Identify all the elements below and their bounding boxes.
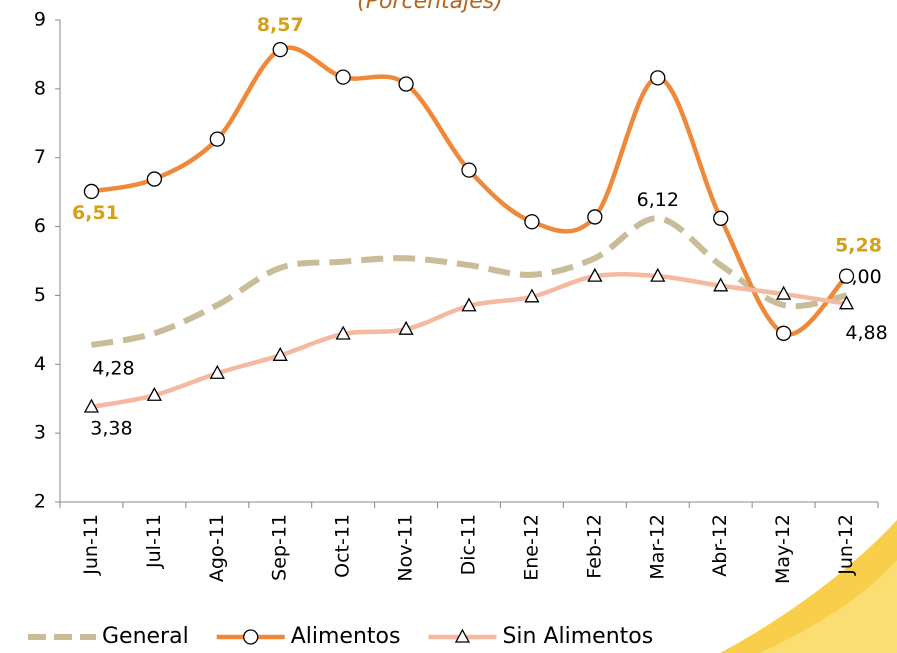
series-line bbox=[91, 45, 849, 337]
data-label: 3,38 bbox=[90, 417, 132, 439]
y-tick-label: 6 bbox=[34, 215, 46, 237]
x-tick-label: Mar-12 bbox=[646, 514, 668, 580]
y-tick-label: 9 bbox=[34, 9, 46, 31]
legend-label: Sin Alimentos bbox=[502, 624, 653, 649]
point bbox=[587, 209, 603, 225]
point bbox=[461, 162, 477, 178]
point bbox=[209, 364, 225, 379]
point bbox=[524, 214, 540, 230]
point bbox=[335, 69, 351, 85]
x-tick-label: Jul-11 bbox=[143, 514, 165, 569]
x-tick-label: May-12 bbox=[772, 514, 794, 584]
x-tick-label: Oct-11 bbox=[332, 514, 354, 578]
x-tick-label: Ago-11 bbox=[206, 514, 228, 582]
y-tick-label: 5 bbox=[34, 284, 46, 306]
point bbox=[398, 76, 414, 92]
point bbox=[146, 386, 162, 401]
point bbox=[243, 629, 259, 645]
y-tick-label: 2 bbox=[34, 491, 46, 513]
legend-label: Alimentos bbox=[291, 624, 401, 649]
point bbox=[587, 267, 603, 282]
x-tick-label: Sep-11 bbox=[269, 514, 291, 581]
data-label: 6,12 bbox=[637, 189, 679, 211]
point bbox=[838, 295, 855, 310]
y-tick-label: 7 bbox=[34, 146, 46, 168]
point bbox=[650, 70, 666, 86]
point bbox=[713, 277, 729, 292]
point bbox=[838, 268, 855, 284]
point bbox=[775, 325, 792, 341]
x-tick-label: Dic-11 bbox=[458, 514, 480, 575]
series-line bbox=[90, 215, 848, 348]
decor-swoosh bbox=[760, 560, 897, 653]
data-label: 5,28 bbox=[835, 235, 882, 257]
data-label: 4,88 bbox=[845, 322, 887, 344]
legend-label: General bbox=[102, 624, 189, 649]
point bbox=[83, 183, 100, 200]
data-label: 6,51 bbox=[72, 202, 119, 224]
point bbox=[83, 398, 100, 413]
point bbox=[272, 346, 288, 361]
point bbox=[713, 210, 729, 226]
data-label: 8,57 bbox=[257, 14, 304, 36]
y-tick-label: 3 bbox=[34, 422, 46, 444]
x-tick-label: Jun-12 bbox=[835, 514, 857, 576]
x-tick-label: Jun-11 bbox=[80, 514, 102, 576]
series-line bbox=[91, 271, 847, 410]
point bbox=[146, 171, 163, 187]
x-tick-label: Ene-12 bbox=[520, 514, 542, 581]
x-tick-label: Feb-12 bbox=[583, 514, 605, 579]
point bbox=[209, 131, 225, 147]
point bbox=[398, 320, 414, 335]
point bbox=[776, 285, 792, 300]
y-tick-label: 4 bbox=[34, 353, 46, 375]
chart-subtitle: (Porcentajes) bbox=[357, 0, 503, 14]
point bbox=[461, 297, 477, 312]
point bbox=[335, 325, 351, 340]
data-label: 4,28 bbox=[92, 358, 134, 380]
y-tick-label: 8 bbox=[34, 77, 46, 99]
point bbox=[454, 628, 471, 643]
point bbox=[650, 267, 666, 282]
point bbox=[524, 288, 540, 303]
x-tick-label: Nov-11 bbox=[395, 514, 417, 582]
x-tick-label: Abr-12 bbox=[709, 514, 731, 577]
point bbox=[272, 41, 288, 58]
